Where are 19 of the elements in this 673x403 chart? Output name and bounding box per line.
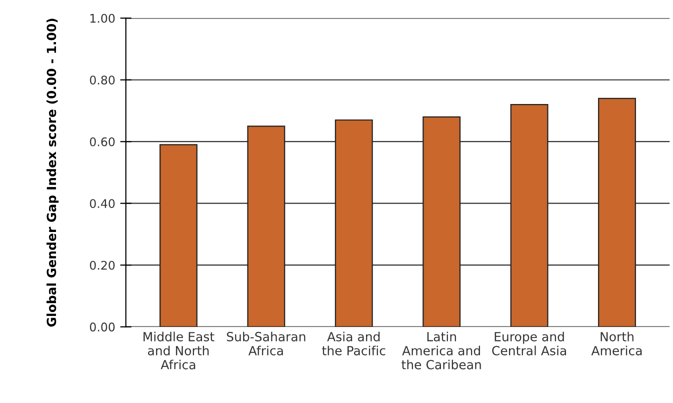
y-tick-label: 1.00: [90, 14, 115, 23]
x-tick-label: Latin America and the Caribean: [402, 332, 481, 370]
bar: [598, 98, 636, 327]
y-tick-label: 0.60: [90, 137, 115, 146]
x-tick-label: Middle East and North Africa: [144, 332, 214, 370]
bar: [334, 119, 373, 327]
x-tick-label: North America: [591, 332, 642, 356]
y-tick-label: 0.80: [90, 76, 115, 85]
bar: [422, 116, 461, 327]
bar: [510, 104, 548, 327]
bar: [247, 126, 286, 327]
bar: [160, 144, 198, 327]
y-axis-title: Global Gender Gap Index score (0.00 - 1.00): [46, 18, 59, 327]
y-tick-label: 0.00: [90, 322, 115, 332]
y-tick-label: 0.40: [90, 199, 115, 208]
y-tick-label: 0.20: [90, 260, 115, 270]
x-tick-label: Asia and the Pacific: [322, 332, 386, 356]
x-tick-label: Europe and Central Asia: [492, 332, 566, 356]
x-tick-label: Sub-Saharan Africa: [226, 332, 306, 356]
